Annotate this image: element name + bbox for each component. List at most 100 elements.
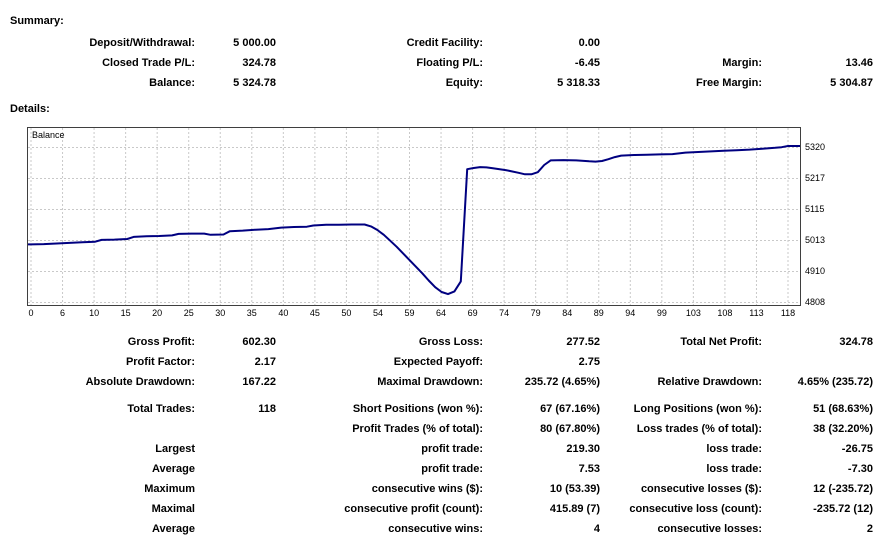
- x-tick-label: 30: [215, 308, 226, 318]
- stat-value: 2.75: [578, 356, 600, 368]
- stat-label: Largest: [155, 443, 195, 455]
- x-tick-label: 35: [246, 308, 257, 318]
- x-tick-label: 94: [625, 308, 636, 318]
- stat-value: 277.52: [566, 336, 600, 348]
- y-tick-label: 5320: [805, 142, 826, 152]
- stat-value: 167.22: [242, 376, 276, 388]
- x-tick-label: 40: [278, 308, 289, 318]
- stat-label: Total Trades:: [127, 403, 195, 415]
- stat-label: Maximal Drawdown:: [377, 376, 483, 388]
- stat-value: 7.53: [578, 463, 600, 475]
- stat-label: consecutive wins ($):: [371, 483, 483, 495]
- stat-label: Profit Factor:: [125, 356, 195, 368]
- stat-label: Average: [151, 523, 195, 535]
- stat-label: consecutive loss (count):: [629, 503, 762, 515]
- y-tick-label: 4910: [805, 266, 826, 276]
- stat-value: [195, 459, 276, 479]
- stat-value: [195, 499, 276, 519]
- x-tick-label: 15: [120, 308, 131, 318]
- stat-label: [0, 419, 195, 439]
- stat-label: Closed Trade P/L:: [102, 57, 195, 69]
- stat-value: -6.45: [574, 57, 600, 69]
- stat-value: 67 (67.16%): [540, 403, 600, 415]
- stat-label: Expected Payoff:: [393, 356, 483, 368]
- stat-label: Balance:: [149, 77, 195, 89]
- x-tick-label: 0: [28, 308, 34, 318]
- x-tick-label: 74: [499, 308, 510, 318]
- stat-label: Credit Facility:: [406, 37, 483, 49]
- stat-label: Deposit/Withdrawal:: [89, 37, 195, 49]
- stat-value: 2: [866, 523, 873, 535]
- x-tick-label: 20: [152, 308, 163, 318]
- x-tick-label: 99: [656, 308, 667, 318]
- stat-value: 10 (53.39): [549, 483, 600, 495]
- stat-value: 5 304.87: [830, 77, 873, 89]
- x-tick-label: 89: [593, 308, 604, 318]
- stat-value: 80 (67.80%): [540, 423, 600, 435]
- stat-value: [195, 439, 276, 459]
- balance-chart: Balance: [27, 127, 801, 306]
- stat-value: 602.30: [242, 336, 276, 348]
- details-heading: Details:: [10, 103, 50, 115]
- stat-label: Total Net Profit:: [680, 336, 762, 348]
- stat-value: -7.30: [847, 463, 873, 475]
- stat-label: Relative Drawdown:: [657, 376, 762, 388]
- stat-label: Maximum: [144, 483, 195, 495]
- stat-value: 118: [258, 403, 276, 415]
- stat-label: consecutive losses ($):: [640, 483, 762, 495]
- stat-label: profit trade:: [421, 463, 483, 475]
- stat-value: 4: [593, 523, 600, 535]
- x-tick-label: 64: [436, 308, 447, 318]
- stat-label: Loss trades (% of total):: [636, 423, 762, 435]
- stat-label: Gross Loss:: [418, 336, 483, 348]
- stat-value: [762, 33, 873, 53]
- x-tick-label: 103: [685, 308, 701, 318]
- stat-value: 12 (-235.72): [813, 483, 873, 495]
- chart-series-label: Balance: [32, 130, 65, 140]
- x-tick-label: 54: [372, 308, 383, 318]
- stat-value: [195, 479, 276, 499]
- y-tick-label: 4808: [805, 297, 826, 307]
- stat-label: Equity:: [445, 77, 483, 89]
- stat-value: 0.00: [578, 37, 600, 49]
- stat-value: 219.30: [566, 443, 600, 455]
- stat-label: Gross Profit:: [127, 336, 195, 348]
- stat-value: 415.89 (7): [549, 503, 600, 515]
- stat-value: 5 318.33: [557, 77, 600, 89]
- stat-value: 4.65% (235.72): [797, 376, 873, 388]
- x-tick-label: 113: [749, 308, 764, 318]
- stat-label: Margin:: [722, 57, 762, 69]
- stat-label: loss trade:: [706, 443, 762, 455]
- stat-value: 2.17: [254, 356, 276, 368]
- stat-value: 5 324.78: [233, 77, 276, 89]
- x-tick-label: 79: [530, 308, 541, 318]
- x-tick-label: 59: [404, 308, 415, 318]
- stat-label: Floating P/L:: [416, 57, 483, 69]
- x-tick-label: 45: [309, 308, 320, 318]
- stat-label: Short Positions (won %):: [352, 403, 483, 415]
- y-tick-label: 5217: [805, 173, 826, 183]
- x-tick-label: 108: [717, 308, 733, 318]
- stat-label: Maximal: [151, 503, 195, 515]
- stat-value: 235.72 (4.65%): [524, 376, 600, 388]
- stat-label: Profit Trades (% of total):: [352, 423, 483, 435]
- stat-value: [195, 419, 276, 439]
- balance-line: [28, 145, 800, 296]
- stat-label: consecutive losses:: [657, 523, 762, 535]
- stat-value: 38 (32.20%): [813, 423, 873, 435]
- stat-label: consecutive wins:: [388, 523, 483, 535]
- stat-value: 324.78: [242, 57, 276, 69]
- results-table-bottom: Total Trades: 118 Short Positions (won %):…: [0, 399, 873, 539]
- stat-label: Long Positions (won %):: [633, 403, 762, 415]
- summary-table: Deposit/Withdrawal: 5 000.00 Credit Facili…: [0, 33, 873, 93]
- x-tick-label: 69: [467, 308, 478, 318]
- stat-value: 51 (68.63%): [813, 403, 873, 415]
- stat-label: loss trade:: [706, 463, 762, 475]
- stat-label: Average: [151, 463, 195, 475]
- stat-value: [762, 352, 873, 372]
- stat-label: [600, 352, 762, 372]
- y-tick-label: 5115: [805, 204, 825, 214]
- stat-value: 13.46: [845, 57, 873, 69]
- x-tick-label: 50: [341, 308, 352, 318]
